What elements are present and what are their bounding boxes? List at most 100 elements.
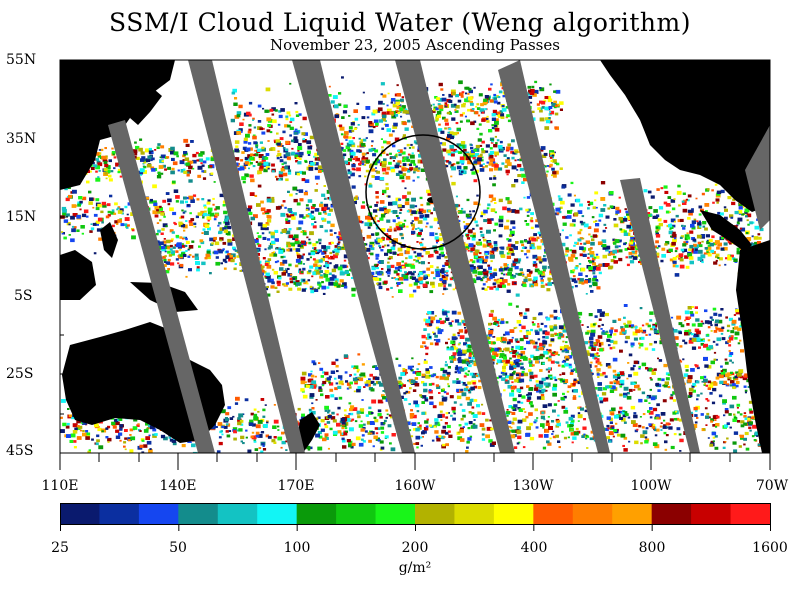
cloud-pixel (723, 246, 728, 251)
cloud-pixel (630, 345, 634, 348)
cloud-pixel (482, 268, 487, 272)
cloud-pixel (568, 256, 573, 261)
cloud-pixel (295, 193, 298, 195)
cloud-pixel (195, 261, 200, 265)
cloud-pixel (673, 198, 676, 200)
cloud-pixel (697, 241, 701, 245)
cloud-pixel (558, 325, 564, 330)
cloud-pixel (725, 257, 728, 260)
cloud-pixel (282, 255, 286, 258)
cloud-pixel (159, 159, 164, 164)
cloud-pixel (302, 267, 306, 271)
cloud-pixel (149, 200, 154, 204)
cloud-pixel (615, 206, 620, 211)
cloud-pixel (553, 326, 558, 330)
cloud-pixel (702, 338, 705, 340)
cloud-pixel (697, 322, 703, 327)
cloud-pixel (293, 282, 298, 285)
cloud-pixel (455, 347, 458, 350)
cloud-pixel (461, 409, 466, 412)
cloud-pixel (187, 204, 190, 207)
cloud-pixel (502, 206, 507, 211)
cloud-pixel (100, 210, 104, 214)
cloud-pixel (397, 216, 400, 220)
cloud-pixel (754, 242, 757, 245)
cloud-pixel (332, 275, 337, 279)
cloud-pixel (514, 282, 517, 284)
cloud-pixel (565, 341, 568, 344)
cloud-pixel (591, 347, 596, 351)
cloud-pixel (540, 146, 546, 150)
cloud-pixel (219, 237, 224, 241)
cloud-pixel (726, 329, 730, 332)
cloud-pixel (727, 256, 732, 261)
cloud-pixel (397, 269, 400, 271)
cloud-pixel (696, 330, 701, 335)
cloud-pixel (435, 232, 438, 235)
cloud-pixel (369, 241, 375, 246)
cloud-pixel (167, 198, 172, 203)
cloud-pixel (689, 311, 694, 314)
cloud-pixel (672, 224, 676, 228)
cloud-pixel (528, 89, 532, 93)
cloud-pixel (446, 274, 449, 277)
cloud-pixel (480, 233, 485, 237)
cloud-pixel (567, 346, 572, 350)
cloud-pixel (641, 324, 645, 327)
cloud-pixel (491, 163, 496, 167)
cloud-pixel (306, 150, 311, 154)
cloud-pixel (498, 234, 503, 238)
cloud-pixel (289, 273, 293, 276)
cloud-pixel (407, 170, 411, 173)
cloud-pixel (603, 223, 607, 226)
cloud-pixel (399, 110, 401, 113)
cloud-pixel (262, 236, 267, 240)
cloud-pixel (560, 200, 565, 205)
cloud-pixel (523, 315, 528, 319)
cloud-pixel (325, 261, 328, 264)
cloud-pixel (457, 352, 463, 356)
cloud-pixel (347, 176, 351, 179)
cloud-pixel (629, 260, 635, 264)
cloud-pixel (97, 217, 103, 222)
cloud-pixel (648, 368, 653, 372)
cloud-pixel (479, 230, 483, 233)
cloud-pixel (457, 99, 462, 103)
cloud-pixel (327, 256, 331, 260)
cloud-pixel (111, 224, 115, 228)
cloud-pixel (147, 155, 153, 160)
cloud-pixel (633, 337, 638, 341)
cloud-pixel (274, 229, 279, 233)
cloud-pixel (600, 181, 606, 185)
cloud-pixel (623, 386, 629, 391)
cloud-pixel (224, 221, 230, 226)
cloud-pixel (746, 219, 749, 222)
cloud-pixel (313, 362, 317, 366)
cloud-pixel (280, 231, 283, 234)
cloud-pixel (599, 341, 604, 346)
cloud-pixel (442, 308, 445, 311)
cloud-pixel (476, 259, 481, 263)
cloud-pixel (542, 271, 545, 274)
cloud-pixel (317, 169, 322, 173)
cloud-pixel (378, 244, 381, 247)
cloud-pixel (703, 343, 708, 348)
cloud-pixel (685, 265, 690, 269)
cloud-pixel (172, 180, 176, 184)
cloud-pixel (713, 382, 718, 386)
cloud-pixel (93, 164, 98, 168)
cloud-pixel (350, 151, 356, 156)
cloud-pixel (288, 228, 292, 231)
cloud-pixel (151, 168, 156, 172)
cloud-pixel (416, 209, 419, 212)
cloud-pixel (418, 153, 423, 158)
cloud-pixel (583, 242, 587, 245)
cloud-pixel (509, 146, 514, 151)
cloud-pixel (370, 252, 374, 256)
cloud-pixel (673, 237, 677, 240)
cloud-pixel (409, 276, 414, 280)
cloud-pixel (381, 150, 386, 155)
cloud-pixel (674, 336, 679, 340)
cloud-pixel (298, 268, 302, 271)
cloud-pixel (383, 123, 386, 126)
